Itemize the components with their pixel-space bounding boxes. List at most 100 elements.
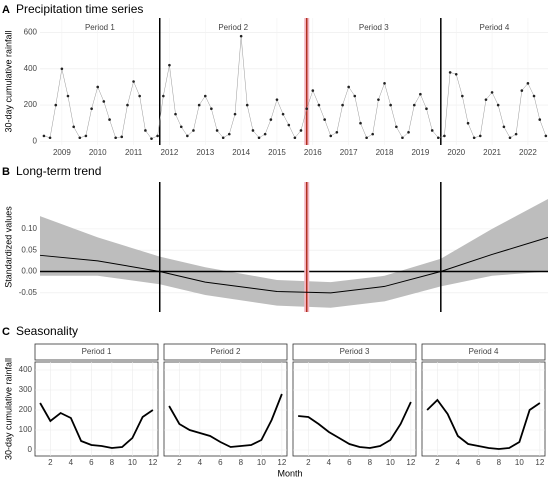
x-tick-label: 10 xyxy=(128,458,137,467)
y-tick-label: 0.10 xyxy=(21,224,37,233)
facet-strip xyxy=(421,343,546,361)
y-tick-label: 600 xyxy=(24,28,38,37)
data-point xyxy=(287,123,291,127)
data-point xyxy=(114,136,117,140)
data-point xyxy=(60,67,64,71)
x-tick-label: 12 xyxy=(277,458,286,467)
data-point xyxy=(251,129,255,132)
panel-label: A xyxy=(2,4,10,16)
data-point xyxy=(353,94,357,98)
data-point xyxy=(496,103,500,107)
y-tick-label: -0.05 xyxy=(19,288,38,297)
data-point xyxy=(532,94,536,98)
data-point xyxy=(520,89,524,92)
data-point xyxy=(108,118,111,121)
data-point xyxy=(377,98,380,101)
data-point xyxy=(48,136,52,140)
x-tick-label: 10 xyxy=(515,458,524,467)
x-tick-label: 12 xyxy=(406,458,415,467)
monthly-mean-line xyxy=(298,401,412,449)
data-point xyxy=(275,98,279,101)
facet-panel xyxy=(292,361,417,457)
data-point xyxy=(245,103,249,107)
y-tick-label: 200 xyxy=(19,405,33,414)
x-tick-label: 2016 xyxy=(304,148,322,157)
data-point xyxy=(419,92,422,96)
x-tick-label: 2011 xyxy=(125,148,143,157)
x-tick-label: 4 xyxy=(456,458,461,467)
trend-line xyxy=(39,236,549,294)
x-tick-label: 2015 xyxy=(268,148,286,157)
x-tick-label: 8 xyxy=(497,458,502,467)
data-point xyxy=(54,103,58,107)
y-tick-label: 0 xyxy=(28,445,33,454)
data-point xyxy=(42,134,46,138)
data-point xyxy=(72,125,75,129)
data-point xyxy=(215,129,219,132)
x-tick-label: 2022 xyxy=(519,148,537,157)
data-point xyxy=(466,121,470,125)
data-point xyxy=(126,103,129,107)
data-point xyxy=(293,136,297,140)
data-point xyxy=(472,136,476,140)
x-tick-label: 6 xyxy=(347,458,352,467)
period-label: Period 3 xyxy=(359,23,389,32)
x-tick-label: 6 xyxy=(476,458,481,467)
facet-strip xyxy=(34,343,159,361)
data-point xyxy=(174,112,177,116)
data-point xyxy=(383,82,386,85)
facet-panel xyxy=(34,361,159,457)
data-point xyxy=(329,134,333,138)
data-point xyxy=(478,134,482,138)
data-point xyxy=(401,136,404,140)
data-point xyxy=(66,94,70,98)
x-tick-label: 2 xyxy=(177,458,182,467)
x-axis-label: Month xyxy=(277,468,302,478)
data-point xyxy=(281,112,285,116)
data-point xyxy=(317,103,321,107)
y-tick-label: 400 xyxy=(24,64,38,73)
x-tick-label: 12 xyxy=(535,458,544,467)
data-point xyxy=(323,118,326,121)
data-point xyxy=(436,136,440,140)
x-tick-label: 2012 xyxy=(161,148,179,157)
data-point xyxy=(102,100,106,103)
data-point xyxy=(347,85,350,89)
panel-label: B xyxy=(2,166,10,178)
monthly-mean-line xyxy=(426,398,541,450)
data-point xyxy=(221,136,225,140)
data-point xyxy=(78,136,82,140)
confidence-band xyxy=(40,199,548,308)
x-tick-label: 2009 xyxy=(53,148,71,157)
monthly-mean-line xyxy=(168,393,283,448)
data-point xyxy=(311,89,315,92)
data-point xyxy=(443,134,446,138)
data-point xyxy=(84,134,88,138)
data-point xyxy=(514,132,518,136)
x-tick-label: 4 xyxy=(327,458,332,467)
data-point xyxy=(335,131,339,134)
data-point xyxy=(341,103,344,107)
data-point xyxy=(454,72,458,76)
facet-panel xyxy=(163,361,288,457)
data-point xyxy=(389,103,392,107)
data-point xyxy=(138,94,141,98)
x-tick-label: 2 xyxy=(435,458,440,467)
data-point xyxy=(156,134,159,138)
x-tick-label: 2 xyxy=(306,458,311,467)
data-point xyxy=(227,132,231,136)
x-tick-label: 4 xyxy=(198,458,203,467)
data-point xyxy=(430,129,434,132)
data-point xyxy=(197,103,201,107)
data-point xyxy=(490,91,494,94)
panel-title: Seasonality xyxy=(16,324,78,338)
facet-strip xyxy=(292,343,417,361)
series-line xyxy=(43,36,547,139)
data-point xyxy=(120,135,124,139)
x-tick-label: 10 xyxy=(386,458,395,467)
data-point xyxy=(526,82,530,85)
period-label: Period 2 xyxy=(218,23,248,32)
x-tick-label: 8 xyxy=(239,458,244,467)
data-point xyxy=(192,129,195,132)
